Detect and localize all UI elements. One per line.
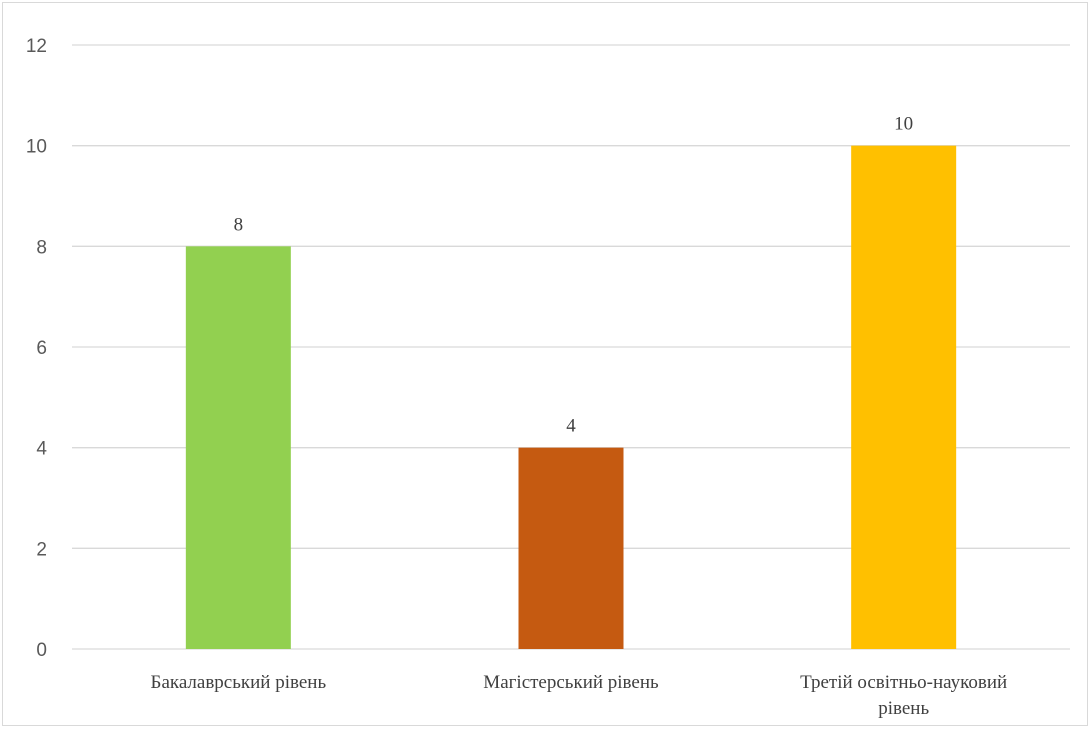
y-tick-label-8: 8 — [36, 237, 47, 258]
category-label-line: рівень — [878, 698, 929, 719]
category-label-1: Магістерський рівень — [483, 672, 659, 693]
data-label-0: 8 — [234, 214, 244, 235]
y-tick-label-10: 10 — [26, 137, 47, 158]
bar-2 — [851, 145, 957, 649]
category-label-line: Третій освітньо-науковий — [800, 672, 1007, 693]
category-label-line: Магістерський рівень — [483, 672, 659, 693]
bar-0 — [185, 246, 291, 650]
y-tick-label-0: 0 — [36, 640, 47, 661]
category-label-line: Бакалаврський рівень — [151, 672, 327, 693]
data-label-2: 10 — [894, 114, 913, 135]
y-tick-label-4: 4 — [36, 439, 47, 460]
y-tick-label-6: 6 — [36, 338, 47, 359]
bar-1 — [518, 447, 624, 649]
data-label-1: 4 — [566, 416, 576, 437]
y-tick-label-12: 12 — [26, 36, 47, 57]
y-tick-label-2: 2 — [36, 539, 47, 560]
category-label-2: Третій освітньо-науковий рівень — [800, 672, 1007, 719]
category-label-0: Бакалаврський рівень — [151, 672, 327, 693]
